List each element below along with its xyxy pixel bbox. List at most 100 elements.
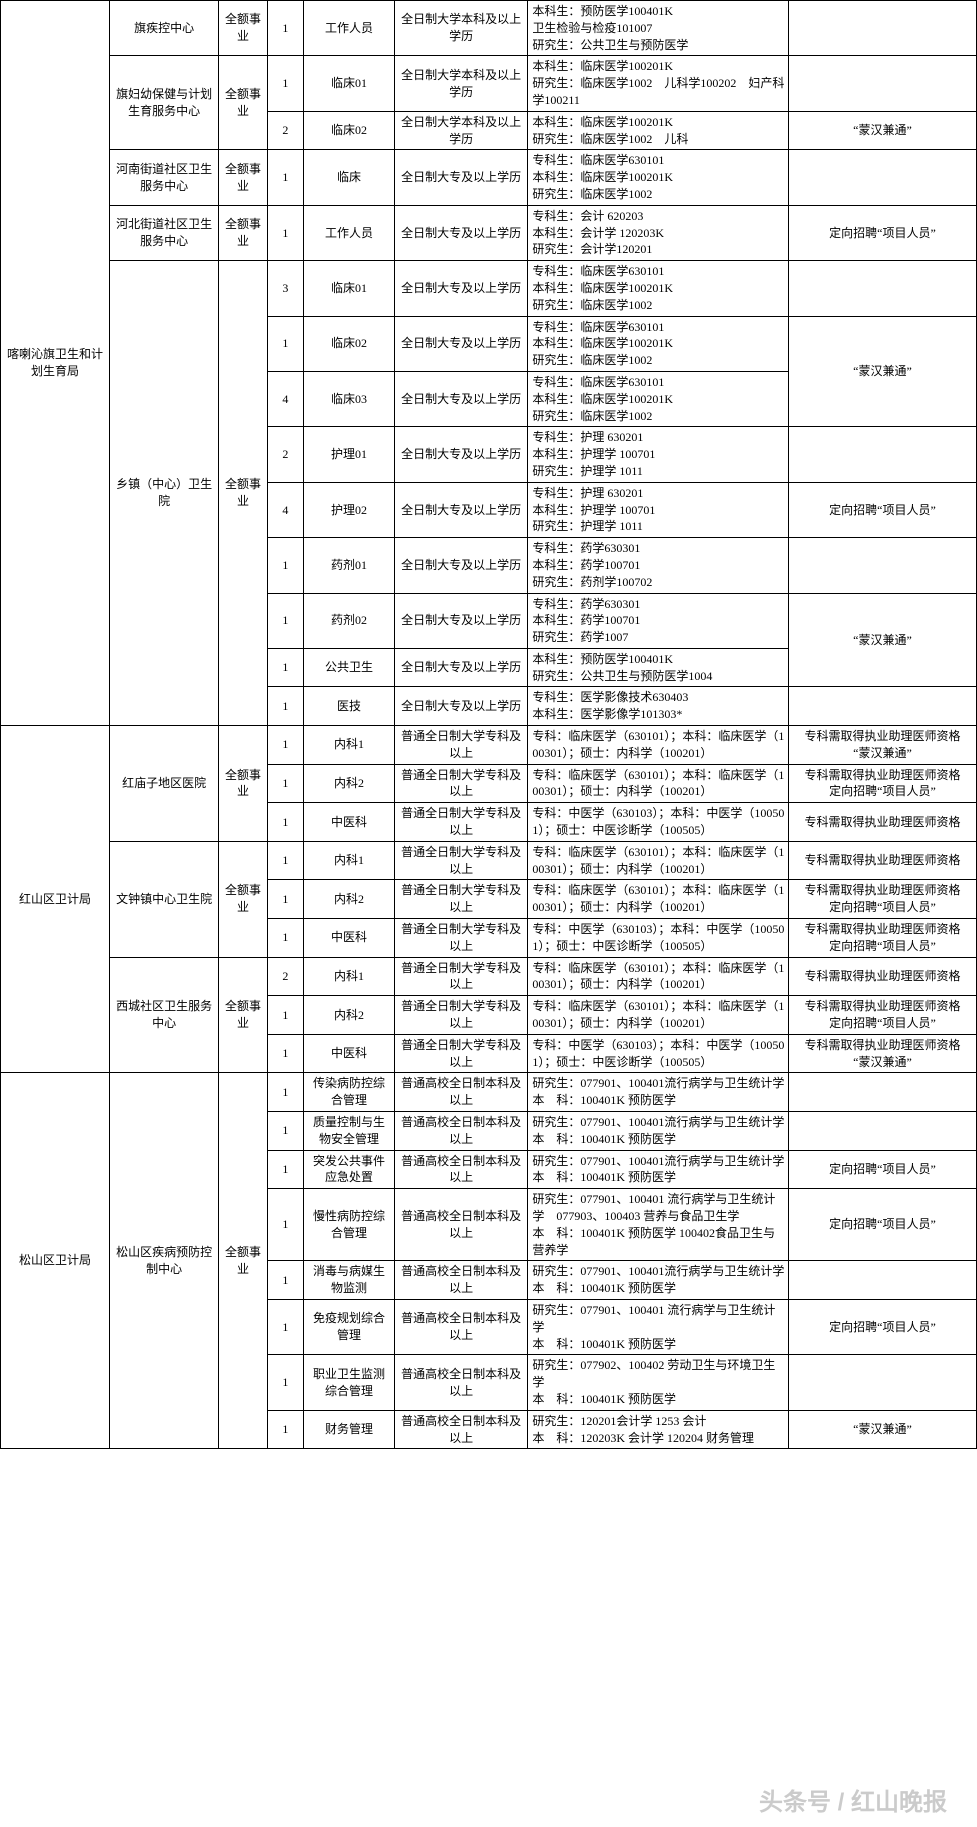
edu-cell: 普通高校全日制本科及以上 [394,1150,527,1189]
watermark: 头条号 / 红山晚报 [759,1782,947,1817]
remark-cell: 专科需取得执业助理医师资格定向招聘“项目人员” [789,764,977,803]
edu-cell: 全日制大专及以上学历 [394,648,527,687]
dept-cell: 喀喇沁旗卫生和计划生育局 [1,1,110,726]
remark-cell [789,1,977,56]
edu-cell: 全日制大专及以上学历 [394,205,527,260]
edu-cell: 普通全日制大学专科及以上 [394,841,527,880]
remark-cell: 专科需取得执业助理医师资格定向招聘“项目人员” [789,919,977,958]
num-cell: 1 [267,841,303,880]
major-cell: 专科生：药学630301本科生：药学100701研究生：药学1007 [528,593,789,648]
major-cell: 专科生：护理 630201本科生：护理学 100701研究生：护理学 1011 [528,482,789,537]
post-cell: 内科1 [304,841,395,880]
post-cell: 内科1 [304,726,395,765]
num-cell: 1 [267,1410,303,1449]
post-cell: 临床02 [304,316,395,371]
remark-cell [789,427,977,482]
major-cell: 专科生：会计 620203本科生：会计学 120203K研究生：会计学12020… [528,205,789,260]
remark-cell: 专科需取得执业助理医师资格“蒙汉兼通” [789,726,977,765]
dept-cell: 红山区卫计局 [1,726,110,1073]
remark-cell [789,261,977,316]
remark-cell [789,1073,977,1112]
remark-cell: 专科需取得执业助理医师资格 [789,803,977,842]
post-cell: 临床02 [304,111,395,150]
major-cell: 研究生：077901、100401流行病学与卫生统计学本 科：100401K 预… [528,1112,789,1151]
post-cell: 护理02 [304,482,395,537]
edu-cell: 全日制大专及以上学历 [394,371,527,426]
table-row: 旗妇幼保健与计划生育服务中心全额事业1临床01全日制大学本科及以上学历本科生：临… [1,56,977,111]
post-cell: 工作人员 [304,1,395,56]
remark-cell: 定向招聘“项目人员” [789,205,977,260]
num-cell: 4 [267,371,303,426]
post-cell: 医技 [304,687,395,726]
unit-cell: 河南街道社区卫生服务中心 [110,150,219,205]
unit-cell: 红庙子地区医院 [110,726,219,842]
num-cell: 1 [267,1261,303,1300]
major-cell: 专科生：临床医学630101本科生：临床医学100201K研究生：临床医学100… [528,261,789,316]
table-row: 喀喇沁旗卫生和计划生育局旗疾控中心全额事业1工作人员全日制大学本科及以上学历本科… [1,1,977,56]
recruitment-table: 喀喇沁旗卫生和计划生育局旗疾控中心全额事业1工作人员全日制大学本科及以上学历本科… [0,0,977,1449]
remark-cell: 定向招聘“项目人员” [789,1299,977,1354]
major-cell: 本科生：临床医学100201K研究生：临床医学1002 儿科 [528,111,789,150]
table-row: 西城社区卫生服务中心全额事业2内科1普通全日制大学专科及以上专科：临床医学（63… [1,957,977,996]
unit-cell: 旗疾控中心 [110,1,219,56]
num-cell: 1 [267,56,303,111]
post-cell: 内科2 [304,880,395,919]
post-cell: 中医科 [304,1034,395,1073]
major-cell: 研究生：077901、100401流行病学与卫生统计学本 科：100401K 预… [528,1150,789,1189]
major-cell: 专科生：临床医学630101本科生：临床医学100201K研究生：临床医学100… [528,316,789,371]
major-cell: 专科：临床医学（630101）；本科：临床医学（100301）；硕士：内科学（1… [528,764,789,803]
edu-cell: 普通高校全日制本科及以上 [394,1410,527,1449]
edu-cell: 全日制大专及以上学历 [394,593,527,648]
major-cell: 专科生：临床医学630101本科生：临床医学100201K研究生：临床医学100… [528,371,789,426]
edu-cell: 普通全日制大学专科及以上 [394,996,527,1035]
num-cell: 1 [267,880,303,919]
edu-cell: 普通全日制大学专科及以上 [394,803,527,842]
edu-cell: 全日制大专及以上学历 [394,316,527,371]
major-cell: 专科：临床医学（630101）；本科：临床医学（100301）；硕士：内科学（1… [528,957,789,996]
table-row: 红山区卫计局红庙子地区医院全额事业1内科1普通全日制大学专科及以上专科：临床医学… [1,726,977,765]
major-cell: 专科：临床医学（630101）；本科：临床医学（100301）；硕士：内科学（1… [528,880,789,919]
post-cell: 临床03 [304,371,395,426]
num-cell: 1 [267,593,303,648]
post-cell: 护理01 [304,427,395,482]
num-cell: 1 [267,1073,303,1112]
type-cell: 全额事业 [219,1,267,56]
edu-cell: 普通全日制大学专科及以上 [394,726,527,765]
remark-cell: “蒙汉兼通” [789,111,977,150]
num-cell: 1 [267,726,303,765]
major-cell: 专科：临床医学（630101）；本科：临床医学（100301）；硕士：内科学（1… [528,726,789,765]
remark-cell: 专科需取得执业助理医师资格 [789,957,977,996]
remark-cell [789,1355,977,1410]
type-cell: 全额事业 [219,150,267,205]
edu-cell: 普通高校全日制本科及以上 [394,1261,527,1300]
major-cell: 本科生：预防医学100401K卫生检验与检疫101007研究生：公共卫生与预防医… [528,1,789,56]
num-cell: 1 [267,648,303,687]
edu-cell: 普通高校全日制本科及以上 [394,1112,527,1151]
num-cell: 1 [267,1355,303,1410]
post-cell: 内科2 [304,996,395,1035]
major-cell: 研究生：077902、100402 劳动卫生与环境卫生学本 科：100401K … [528,1355,789,1410]
edu-cell: 普通全日制大学专科及以上 [394,1034,527,1073]
remark-cell: 定向招聘“项目人员” [789,482,977,537]
unit-cell: 文钟镇中心卫生院 [110,841,219,957]
edu-cell: 全日制大专及以上学历 [394,687,527,726]
type-cell: 全额事业 [219,261,267,726]
edu-cell: 普通全日制大学专科及以上 [394,764,527,803]
post-cell: 慢性病防控综合管理 [304,1189,395,1261]
post-cell: 免疫规划综合管理 [304,1299,395,1354]
unit-cell: 河北街道社区卫生服务中心 [110,205,219,260]
unit-cell: 松山区疾病预防控制中心 [110,1073,219,1449]
remark-cell [789,687,977,726]
post-cell: 临床01 [304,56,395,111]
num-cell: 1 [267,316,303,371]
post-cell: 药剂01 [304,538,395,593]
remark-cell: 专科需取得执业助理医师资格定向招聘“项目人员” [789,880,977,919]
post-cell: 中医科 [304,919,395,958]
table-row: 乡镇（中心）卫生院全额事业3临床01全日制大专及以上学历专科生：临床医学6301… [1,261,977,316]
num-cell: 1 [267,687,303,726]
unit-cell: 乡镇（中心）卫生院 [110,261,219,726]
major-cell: 研究生：077901、100401 流行病学与卫生统计学 077903、1004… [528,1189,789,1261]
major-cell: 专科生：临床医学630101本科生：临床医学100201K研究生：临床医学100… [528,150,789,205]
major-cell: 专科：中医学（630103）；本科：中医学（100501）；硕士：中医诊断学（1… [528,919,789,958]
edu-cell: 普通高校全日制本科及以上 [394,1189,527,1261]
